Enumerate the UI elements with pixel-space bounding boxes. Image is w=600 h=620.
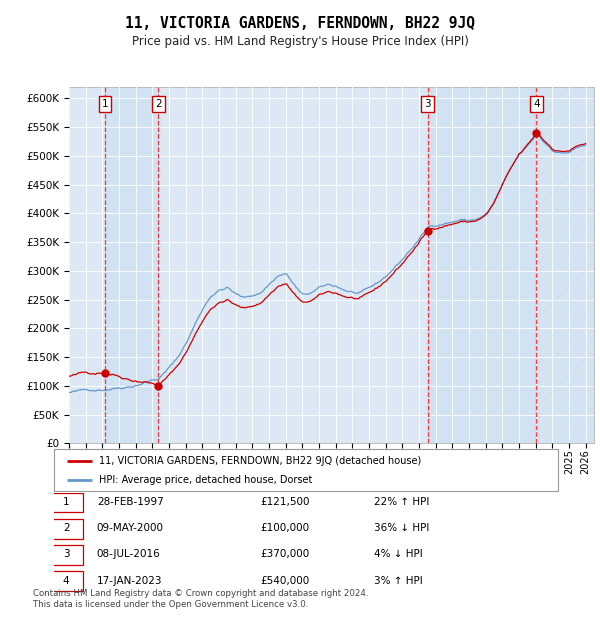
FancyBboxPatch shape [49,571,83,591]
Text: 08-JUL-2016: 08-JUL-2016 [97,549,161,559]
FancyBboxPatch shape [54,449,558,491]
Text: £540,000: £540,000 [260,575,310,585]
Text: 4: 4 [63,575,70,585]
Text: Contains HM Land Registry data © Crown copyright and database right 2024.
This d: Contains HM Land Registry data © Crown c… [33,590,368,609]
Text: 4% ↓ HPI: 4% ↓ HPI [374,549,423,559]
Text: HPI: Average price, detached house, Dorset: HPI: Average price, detached house, Dors… [100,475,313,485]
Text: 2: 2 [155,99,161,109]
Text: 3% ↑ HPI: 3% ↑ HPI [374,575,423,585]
Bar [536,87,594,443]
Text: £100,000: £100,000 [260,523,310,533]
Text: 11, VICTORIA GARDENS, FERNDOWN, BH22 9JQ: 11, VICTORIA GARDENS, FERNDOWN, BH22 9JQ [125,16,475,30]
Text: £121,500: £121,500 [260,497,310,507]
Text: 1: 1 [101,99,109,109]
FancyBboxPatch shape [49,492,83,512]
Text: 17-JAN-2023: 17-JAN-2023 [97,575,163,585]
Text: 22% ↑ HPI: 22% ↑ HPI [374,497,430,507]
Text: 36% ↓ HPI: 36% ↓ HPI [374,523,430,533]
FancyBboxPatch shape [49,545,83,565]
Text: 2: 2 [63,523,70,533]
Text: 4: 4 [533,99,540,109]
Text: Price paid vs. HM Land Registry's House Price Index (HPI): Price paid vs. HM Land Registry's House … [131,35,469,48]
Text: 3: 3 [424,99,431,109]
Text: 11, VICTORIA GARDENS, FERNDOWN, BH22 9JQ (detached house): 11, VICTORIA GARDENS, FERNDOWN, BH22 9JQ… [100,456,422,466]
Text: 28-FEB-1997: 28-FEB-1997 [97,497,164,507]
Bar [428,87,536,443]
Bar [105,87,158,443]
Text: 3: 3 [63,549,70,559]
FancyBboxPatch shape [49,519,83,539]
Text: £370,000: £370,000 [260,549,310,559]
Text: 09-MAY-2000: 09-MAY-2000 [97,523,164,533]
Text: 1: 1 [63,497,70,507]
